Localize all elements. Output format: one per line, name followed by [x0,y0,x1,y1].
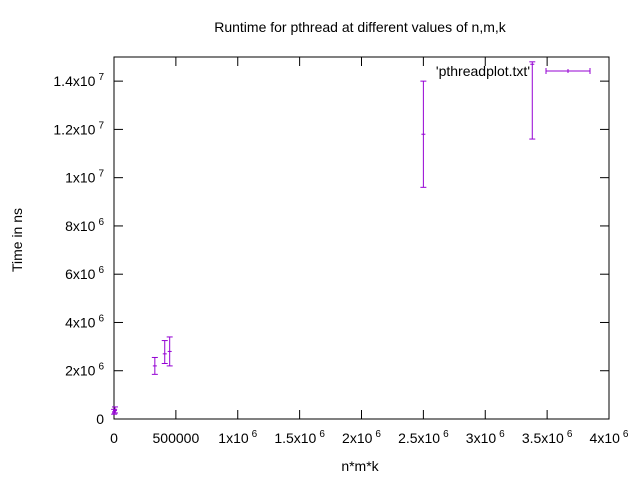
x-tick-label: 1.5x10 6 [274,429,325,446]
tick-label-exponent: 6 [252,429,258,440]
y-tick-label: 1.2x10 7 [53,120,104,137]
tick-label-base: 1x10 [218,430,249,446]
tick-label-exponent: 7 [98,120,104,131]
tick-label-base: 4x10 [590,430,621,446]
data-point [166,336,173,367]
data-point [111,406,118,414]
x-tick-label: 3.5x10 6 [522,429,573,446]
tick-label-base: 1.5x10 [274,430,316,446]
data-point [420,80,427,188]
tick-label-exponent: 6 [623,429,629,440]
x-tick-label: 4x10 6 [590,429,629,446]
tick-label-base: 1.4x10 [53,73,95,89]
tick-label-base: 8x10 [65,218,96,234]
tick-label-exponent: 6 [443,429,449,440]
tick-label-base: 2x10 [342,430,373,446]
x-axis-title: n*m*k [341,458,379,474]
x-tick-label: 2x10 6 [342,429,381,446]
tick-label-exponent: 6 [98,362,104,373]
tick-label-exponent: 7 [98,72,104,83]
x-tick-label: 1x10 6 [218,429,257,446]
tick-label-exponent: 6 [98,265,104,276]
legend-label: 'pthreadplot.txt' [436,63,530,79]
x-tick-label: 0 [110,430,118,446]
tick-label-base: 0 [96,411,104,427]
tick-label-base: 3.5x10 [522,430,564,446]
plot-frame [113,56,610,420]
x-tick-label: 2.5x10 6 [398,429,449,446]
tick-label-base: 0 [110,430,118,446]
tick-label-exponent: 6 [499,429,505,440]
tick-label-base: 4x10 [65,314,96,330]
x-tick-label: 500000 [153,430,200,446]
y-tick-label: 1.4x10 7 [53,72,104,89]
tick-label-exponent: 6 [375,429,381,440]
legend: 'pthreadplot.txt' [436,63,591,79]
tick-label-exponent: 6 [98,313,104,324]
y-tick-label: 2x10 6 [65,362,104,379]
data-point [151,356,158,375]
data-points [111,61,536,415]
tick-label-exponent: 6 [98,217,104,228]
tick-label-base: 6x10 [65,266,96,282]
x-axis: 0 500000 1x10 6 1.5x10 6 2x10 6 2.5x10 6 3x10 6 3.5x… [110,57,629,446]
y-tick-label: 8x10 6 [65,217,104,234]
y-axis-title: Time in ns [9,208,25,272]
tick-label-base: 1x10 [65,170,96,186]
y-tick-label: 6x10 6 [65,265,104,282]
data-point [529,61,536,140]
tick-label-exponent: 6 [567,429,573,440]
tick-label-base: 500000 [153,430,200,446]
y-tick-label: 0 [96,411,104,427]
data-point [161,340,168,364]
tick-label-base: 2x10 [65,363,96,379]
tick-label-base: 1.2x10 [53,121,95,137]
tick-label-exponent: 7 [98,169,104,180]
y-tick-label: 1x10 7 [65,169,104,186]
chart-title: Runtime for pthread at different values … [214,19,507,35]
legend-sample [545,68,591,74]
x-tick-label: 3x10 6 [466,429,505,446]
tick-label-exponent: 6 [319,429,325,440]
tick-label-base: 3x10 [466,430,497,446]
plot-border [113,56,610,420]
tick-label-base: 2.5x10 [398,430,440,446]
y-tick-label: 4x10 6 [65,313,104,330]
